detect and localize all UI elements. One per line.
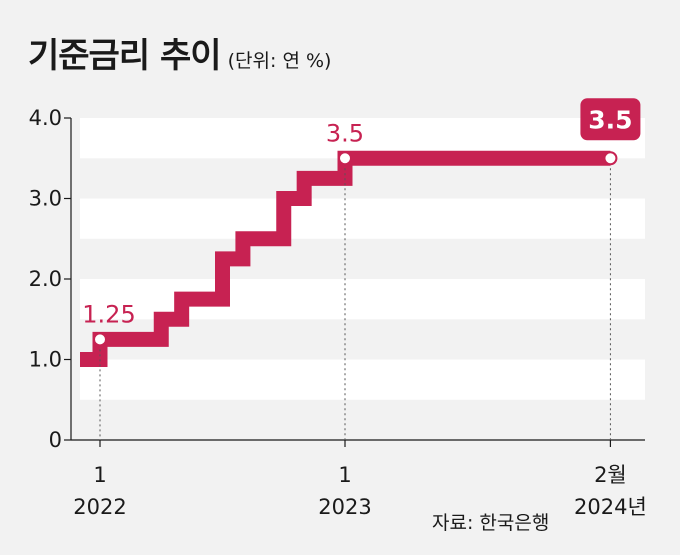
data-label: 1.25 [82, 300, 135, 328]
x-axis: 1 2022 1 2023 2월 2024년 [71, 439, 647, 519]
data-point-marker [338, 151, 352, 166]
y-axis: 0 1.0 2.0 3.0 4.0 [29, 106, 72, 452]
series-layer [80, 150, 611, 367]
data-labels: 1.25 3.5 3.5 [82, 98, 641, 440]
x-tick-label-line1: 1 [93, 463, 106, 487]
rate-step-line [80, 150, 611, 367]
x-tick-label-line2: 2024년 [574, 495, 647, 519]
chart-title-block: 기준금리 추이 (단위: 연 %) [28, 28, 331, 77]
chart-unit-label: (단위: 연 %) [227, 50, 332, 72]
data-label-box [580, 98, 641, 141]
data-point-marker [93, 332, 107, 347]
y-tick-label: 1.0 [29, 348, 62, 372]
source-note: 자료: 한국은행 [432, 512, 550, 534]
data-label: 3.5 [588, 105, 632, 134]
y-tick-label: 2.0 [29, 267, 62, 291]
y-tick-label: 0 [49, 428, 62, 452]
grid-band [80, 359, 645, 400]
chart-title: 기준금리 추이 [28, 36, 222, 76]
y-tick-label: 3.0 [29, 187, 62, 211]
x-tick-label-line1: 1 [338, 463, 351, 487]
x-tick-label-line2: 2022 [73, 495, 126, 519]
data-point-marker [603, 151, 618, 166]
grid-band [80, 198, 645, 239]
y-tick-label: 4.0 [29, 106, 62, 130]
data-label: 3.5 [326, 119, 364, 147]
x-tick-label-line2: 2023 [318, 495, 371, 519]
x-tick-label-line1: 2월 [594, 463, 627, 487]
